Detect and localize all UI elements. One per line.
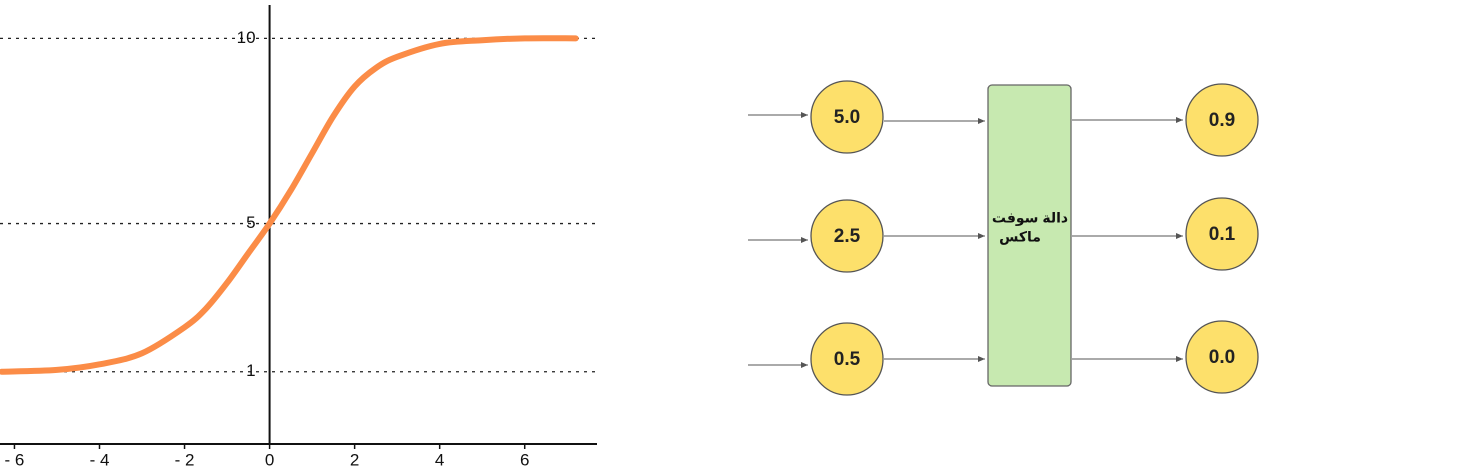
y-tick-label: 5: [246, 213, 255, 232]
x-tick-label: 6: [520, 450, 529, 469]
x-tick-label: 4: [435, 450, 444, 469]
chart: 1 5 10 - 6 - 4 - 2 0 2 4 6: [0, 5, 597, 469]
input-node: [810, 322, 884, 396]
x-tick-label: - 6: [5, 450, 25, 469]
x-tick-label: 2: [350, 450, 359, 469]
output-node: [1185, 197, 1259, 271]
input-label: 2.5: [834, 226, 861, 247]
x-tick-label: 0: [265, 450, 274, 469]
diagram: 5.0 2.5 0.5 دالة سوفت ماكس 0.9 0.1 0.0: [748, 80, 1259, 396]
y-tick-label: 1: [246, 361, 255, 380]
output-node: [1185, 83, 1259, 157]
input-label: 0.5: [834, 349, 861, 370]
curve: [0, 35, 579, 375]
box-label: دالة سوفت: [992, 210, 1068, 227]
input-label: 5.0: [834, 107, 860, 128]
x-tick-label: - 2: [175, 450, 195, 469]
output-label: 0.0: [1209, 347, 1235, 368]
y-tick-label: 10: [237, 28, 256, 47]
input-node: [810, 80, 884, 154]
output-label: 0.1: [1209, 224, 1236, 245]
box-label: ماكس: [999, 229, 1041, 245]
output-label: 0.9: [1209, 110, 1235, 131]
softmax-box: [987, 84, 1072, 387]
output-node: [1185, 320, 1259, 394]
x-tick-label: - 4: [90, 450, 110, 469]
input-node: [810, 199, 884, 273]
